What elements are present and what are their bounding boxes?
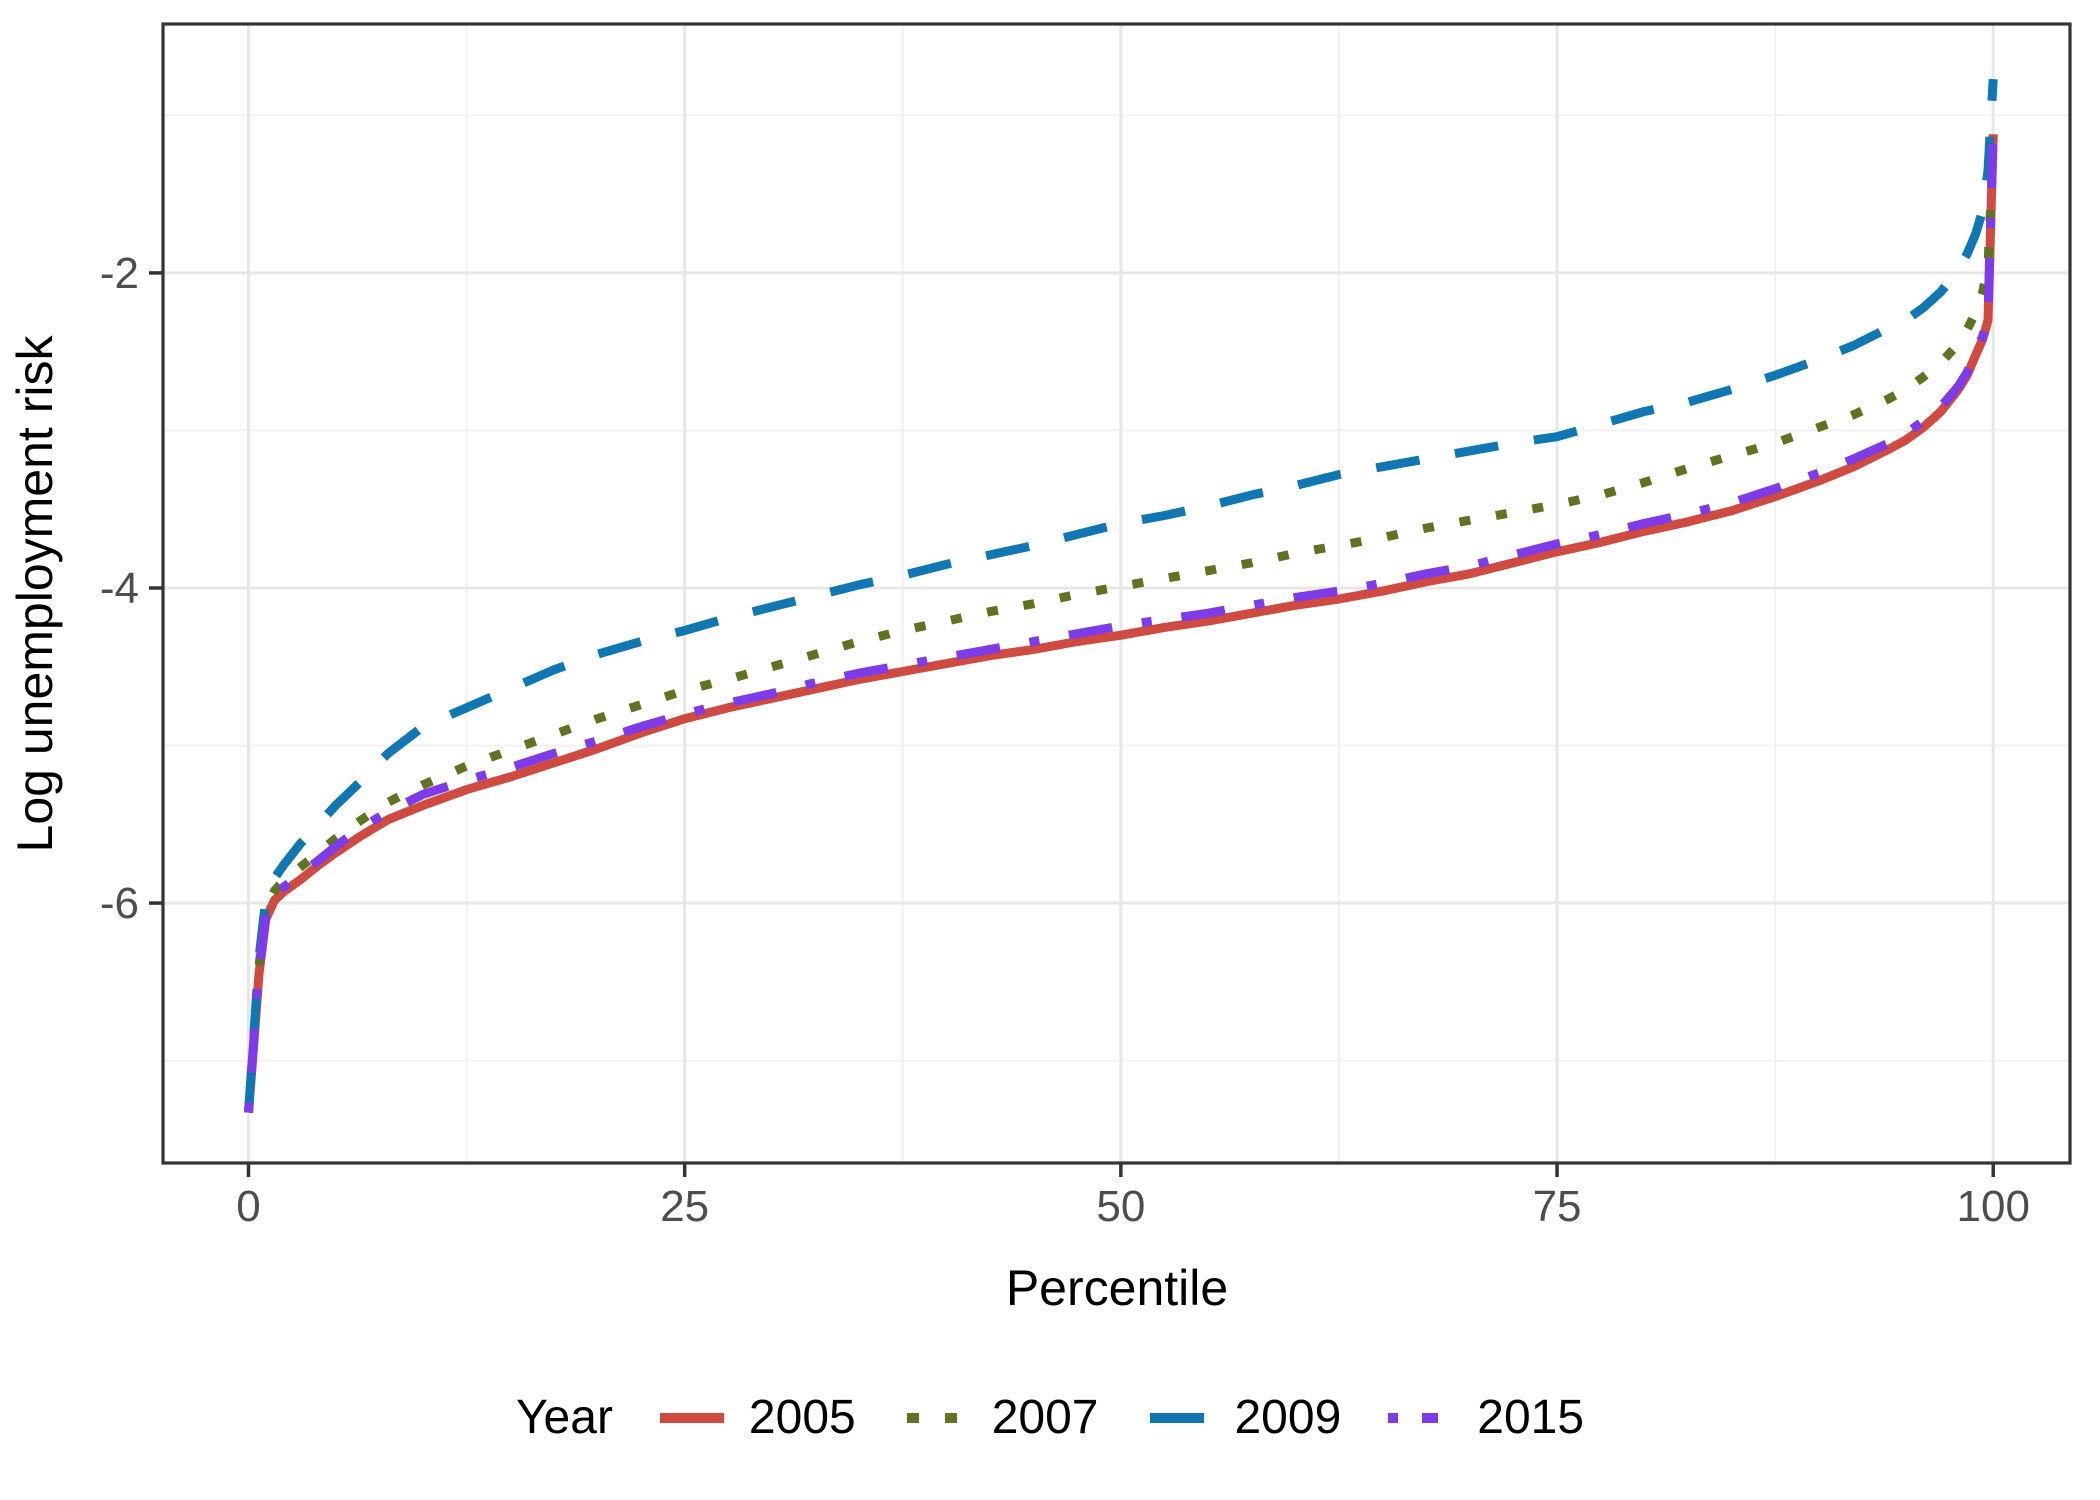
- axis-tick-labels: 0 25 50 75 100 -2 -4 -6: [100, 249, 2030, 1231]
- legend-items: 2005 2007 2009 2015: [643, 1390, 1584, 1445]
- legend-key-2015: [1388, 1412, 1453, 1423]
- legend-item-2015: 2015: [1385, 1390, 1584, 1445]
- plot-canvas: 0 25 50 75 100 -2 -4 -6 Percentile Log unemploy…: [7, 22, 2072, 1316]
- legend: Year 2005 2007 2009 2015: [0, 1390, 2100, 1445]
- x-tick-label: 0: [236, 1182, 260, 1231]
- panel-border: [161, 22, 2072, 1165]
- axis-ticks: [149, 271, 1995, 1177]
- legend-label-2005: 2005: [748, 1391, 856, 1444]
- y-tick-label: -6: [100, 879, 139, 928]
- legend-key-2005: [659, 1412, 724, 1423]
- legend-label-2009: 2009: [1234, 1391, 1342, 1444]
- legend-title: Year: [515, 1391, 613, 1444]
- legend-key-2009: [1150, 1412, 1205, 1423]
- x-tick-label: 25: [660, 1182, 709, 1231]
- series-lines: [244, 78, 1998, 1113]
- legend-label-2015: 2015: [1477, 1391, 1585, 1444]
- legend-item-2009: 2009: [1142, 1390, 1341, 1445]
- legend-key-2007: [906, 1412, 963, 1423]
- x-tick-label: 75: [1533, 1182, 1582, 1231]
- y-axis-title: Log unemployment risk: [7, 335, 63, 853]
- legend-item-2005: 2005: [657, 1390, 856, 1445]
- x-tick-label: 50: [1096, 1182, 1145, 1231]
- x-tick-label: 100: [1957, 1182, 2030, 1231]
- x-axis-title: Percentile: [1006, 1260, 1228, 1316]
- line-2007: [244, 149, 1998, 1113]
- grid-major-lines: [163, 24, 2070, 1163]
- grid-minor-lines: [163, 24, 2070, 1163]
- y-tick-label: -2: [100, 249, 139, 298]
- legend-item-2007: 2007: [900, 1390, 1099, 1445]
- legend-label-2007: 2007: [991, 1391, 1099, 1444]
- line-2005: [244, 134, 1998, 1113]
- y-tick-label: -4: [100, 564, 139, 613]
